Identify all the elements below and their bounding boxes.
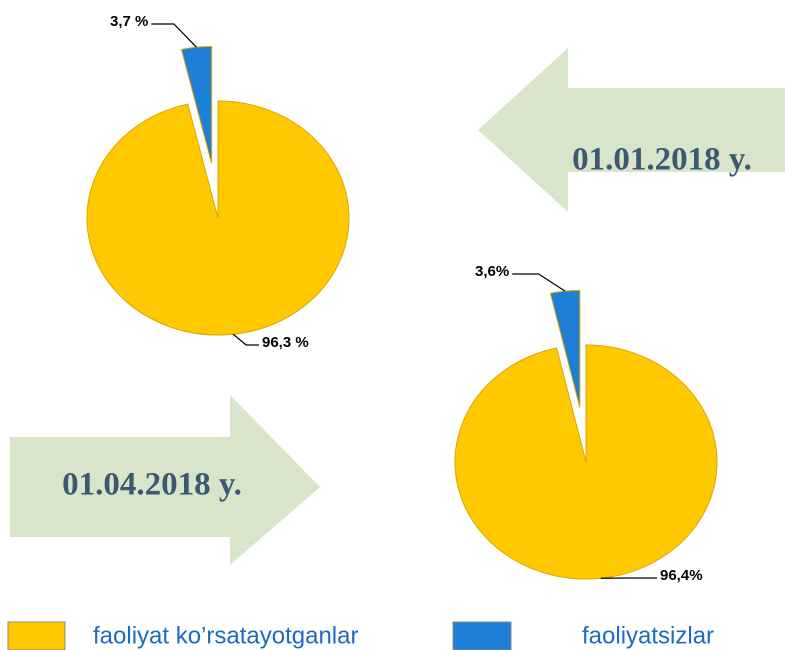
leader-line bbox=[232, 333, 259, 346]
legend-swatch bbox=[452, 621, 512, 650]
value-label: 3,7 % bbox=[110, 13, 148, 30]
legend-swatch bbox=[7, 621, 66, 650]
date-label: 01.04.2018 y. bbox=[62, 467, 242, 503]
arrow bbox=[478, 48, 785, 212]
value-label: 3,6% bbox=[475, 263, 509, 280]
value-label: 96,4% bbox=[660, 567, 703, 584]
value-label: 96,3 % bbox=[262, 334, 309, 351]
legend-label: faoliyatsizlar bbox=[582, 622, 714, 649]
legend-label: faoliyat ko’rsatayotganlar bbox=[93, 622, 358, 649]
leader-line bbox=[151, 23, 197, 48]
leader-line bbox=[512, 273, 566, 292]
pie-slice bbox=[86, 100, 350, 336]
date-label: 01.01.2018 y. bbox=[572, 142, 752, 178]
pie-slice bbox=[454, 344, 718, 580]
arrow bbox=[10, 395, 320, 565]
